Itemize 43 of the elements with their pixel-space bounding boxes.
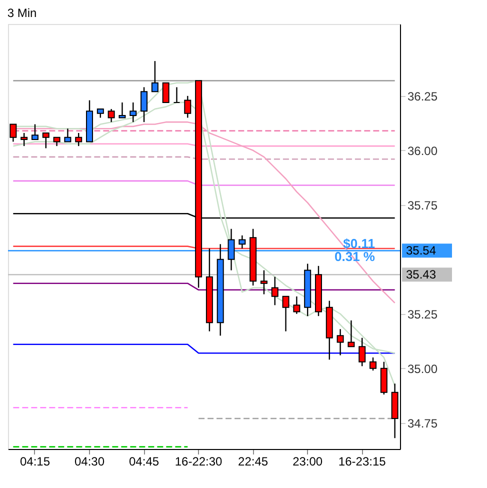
candlestick bbox=[282, 296, 290, 332]
candlestick bbox=[173, 86, 180, 104]
y-tick-label: 35.00 bbox=[408, 362, 438, 376]
candlestick bbox=[271, 276, 278, 306]
candlestick bbox=[358, 337, 366, 367]
candlestick bbox=[370, 356, 377, 372]
x-tick-label: 16-22:30 bbox=[174, 454, 223, 468]
x-tick-label: 23:00 bbox=[292, 454, 323, 468]
candlestick bbox=[293, 296, 300, 314]
candlestick bbox=[151, 60, 158, 92]
candlestick bbox=[238, 234, 246, 250]
candlestick bbox=[140, 86, 148, 123]
y-tick-label: 35.25 bbox=[408, 307, 438, 322]
y-tick-label: 36.00 bbox=[408, 144, 438, 158]
x-tick-label: 16-23:15 bbox=[338, 454, 386, 468]
y-tick-label: 34.75 bbox=[408, 416, 438, 430]
x-tick-label: 04:30 bbox=[74, 454, 105, 468]
y-tick-label: 35.75 bbox=[408, 198, 438, 212]
candlestick bbox=[75, 132, 82, 147]
candlestick bbox=[118, 102, 126, 118]
ref-line-label: 35.54 bbox=[406, 244, 436, 258]
ref-line-label: 35.43 bbox=[406, 268, 436, 282]
candlestick bbox=[42, 132, 50, 149]
y-tick-label: 36.25 bbox=[408, 89, 438, 104]
candlestick bbox=[10, 124, 17, 142]
candlestick bbox=[162, 82, 170, 103]
candlestick bbox=[64, 128, 72, 142]
candlestick bbox=[20, 132, 28, 147]
candlestick bbox=[348, 320, 355, 348]
x-tick-label: 22:45 bbox=[238, 454, 268, 468]
candlestick bbox=[130, 102, 137, 123]
candlestick bbox=[108, 108, 115, 123]
annotation: 0.31 % bbox=[334, 249, 376, 264]
annotation: $0.11 bbox=[343, 236, 375, 252]
candlestick bbox=[184, 95, 192, 118]
chart-title: 3 Min bbox=[7, 6, 37, 20]
candlestick bbox=[336, 328, 344, 356]
candlestick bbox=[228, 228, 235, 271]
candlestick bbox=[31, 124, 38, 140]
x-tick-label: 04:45 bbox=[129, 454, 160, 468]
x-tick-label: 04:15 bbox=[20, 454, 50, 468]
candlestick bbox=[260, 270, 268, 295]
candlestick bbox=[380, 361, 388, 396]
